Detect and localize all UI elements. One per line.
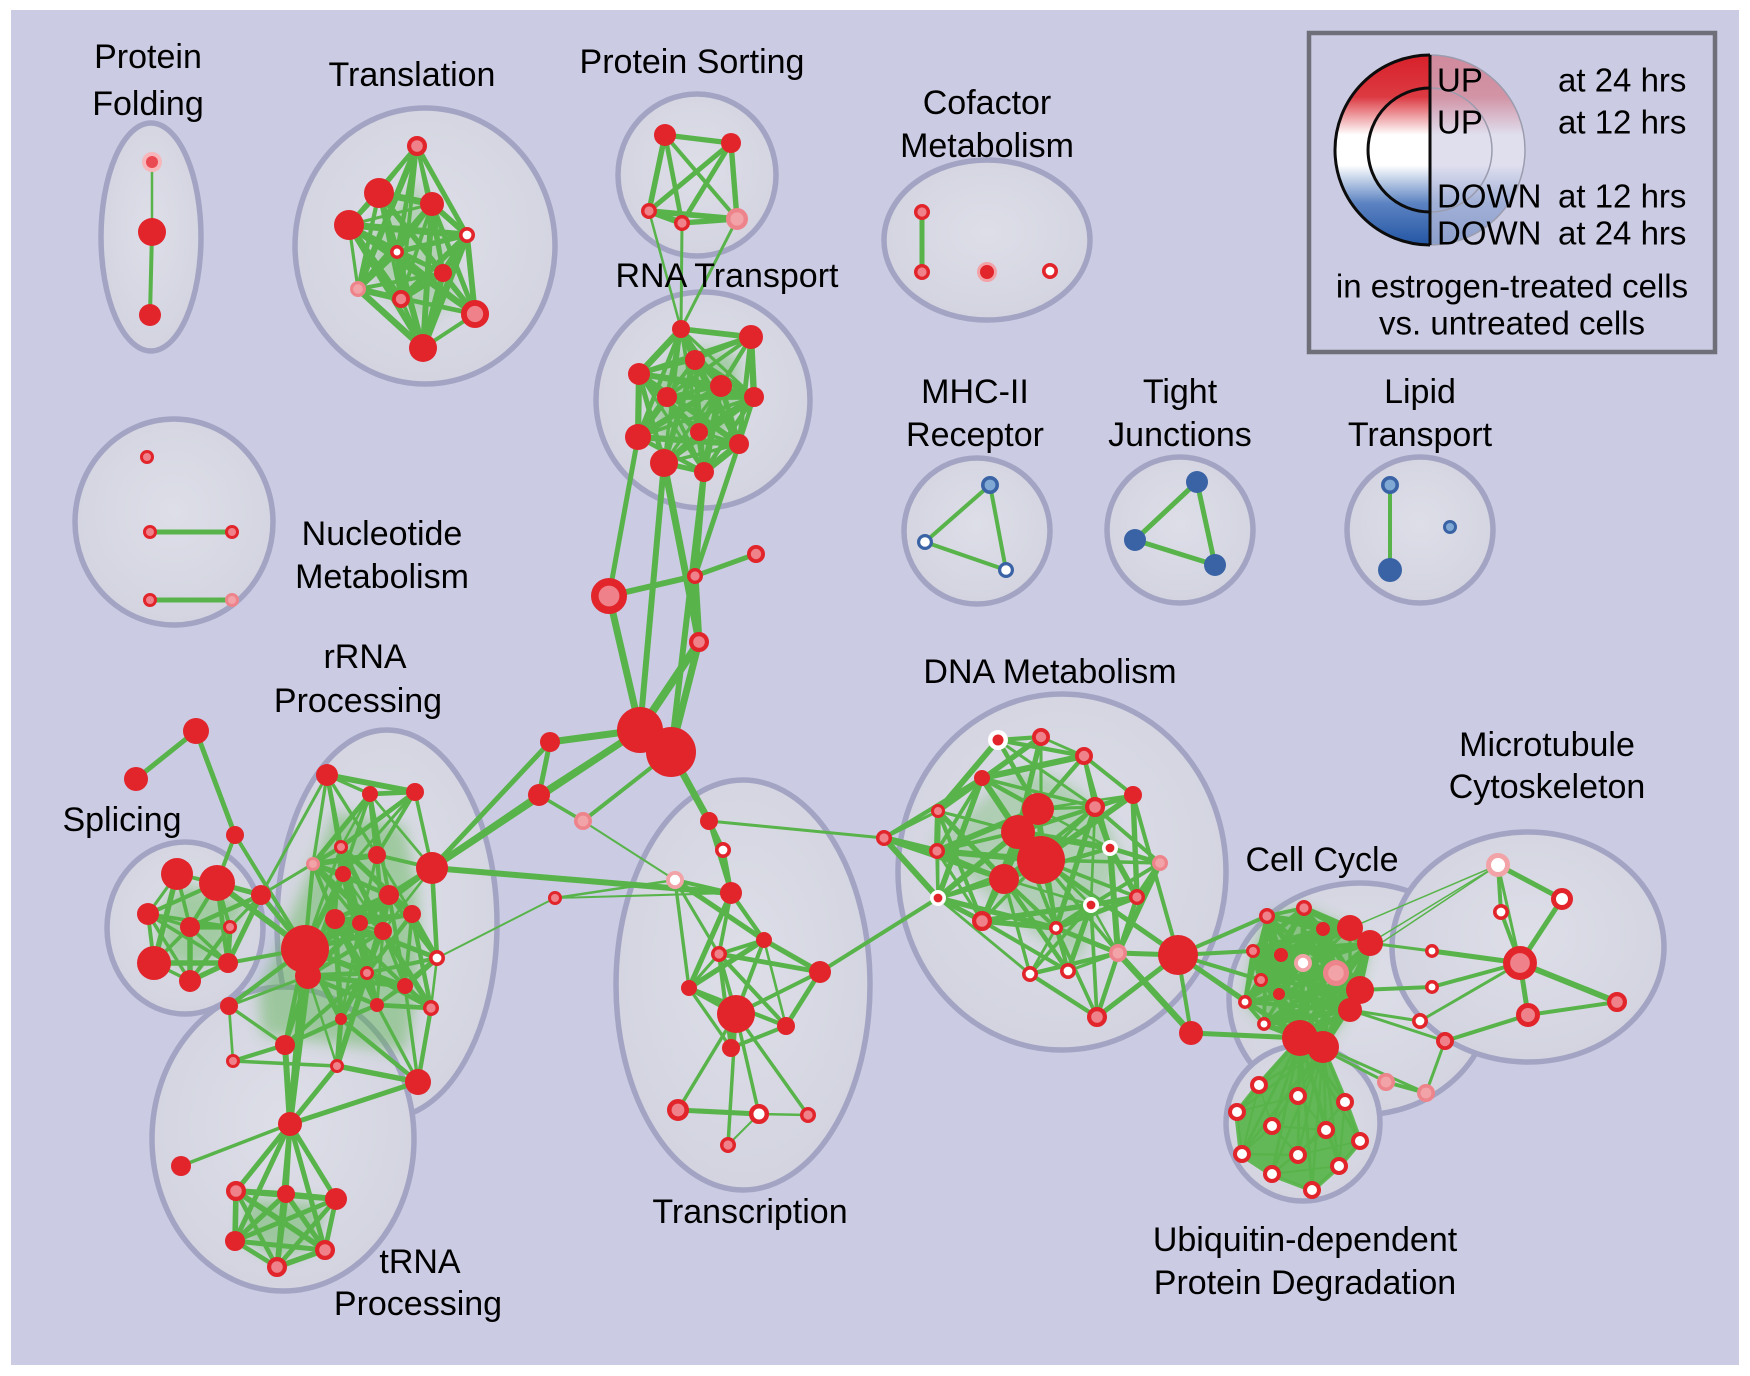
svg-text:UP: UP xyxy=(1437,104,1483,141)
svg-text:MHC-II: MHC-II xyxy=(921,373,1029,411)
svg-text:Transcription: Transcription xyxy=(652,1193,847,1231)
svg-text:Microtubule: Microtubule xyxy=(1459,726,1635,764)
svg-text:Junctions: Junctions xyxy=(1108,416,1252,454)
svg-text:vs. untreated cells: vs. untreated cells xyxy=(1379,305,1645,342)
svg-text:Tight: Tight xyxy=(1143,373,1218,411)
svg-text:Nucleotide: Nucleotide xyxy=(302,515,463,553)
svg-text:UP: UP xyxy=(1437,62,1483,99)
svg-text:at 12 hrs: at 12 hrs xyxy=(1558,104,1686,141)
svg-text:Metabolism: Metabolism xyxy=(900,127,1074,165)
svg-text:Translation: Translation xyxy=(329,56,496,94)
svg-text:at 24 hrs: at 24 hrs xyxy=(1558,62,1686,99)
svg-text:DOWN: DOWN xyxy=(1437,178,1541,215)
svg-text:Transport: Transport xyxy=(1348,416,1493,454)
svg-text:DNA Metabolism: DNA Metabolism xyxy=(923,653,1176,691)
svg-text:tRNA: tRNA xyxy=(379,1243,461,1281)
svg-text:in estrogen-treated cells: in estrogen-treated cells xyxy=(1336,268,1688,305)
svg-text:Processing: Processing xyxy=(274,682,442,720)
svg-text:Cell Cycle: Cell Cycle xyxy=(1245,841,1398,879)
svg-text:Ubiquitin-dependent: Ubiquitin-dependent xyxy=(1153,1221,1458,1259)
svg-text:Protein: Protein xyxy=(94,38,202,76)
svg-text:Protein Sorting: Protein Sorting xyxy=(580,43,805,81)
svg-text:DOWN: DOWN xyxy=(1437,215,1541,252)
svg-text:Cofactor: Cofactor xyxy=(923,84,1052,122)
svg-text:rRNA: rRNA xyxy=(323,638,406,676)
svg-text:Lipid: Lipid xyxy=(1384,373,1456,411)
svg-text:Metabolism: Metabolism xyxy=(295,558,469,596)
svg-text:at 24 hrs: at 24 hrs xyxy=(1558,215,1686,252)
svg-text:Receptor: Receptor xyxy=(906,416,1044,454)
svg-text:RNA Transport: RNA Transport xyxy=(616,257,840,295)
svg-text:Processing: Processing xyxy=(334,1285,502,1323)
svg-text:Cytoskeleton: Cytoskeleton xyxy=(1449,768,1646,806)
svg-text:Folding: Folding xyxy=(92,85,204,123)
svg-text:at 12 hrs: at 12 hrs xyxy=(1558,178,1686,215)
svg-text:Protein Degradation: Protein Degradation xyxy=(1154,1264,1456,1302)
svg-text:Splicing: Splicing xyxy=(62,801,181,839)
